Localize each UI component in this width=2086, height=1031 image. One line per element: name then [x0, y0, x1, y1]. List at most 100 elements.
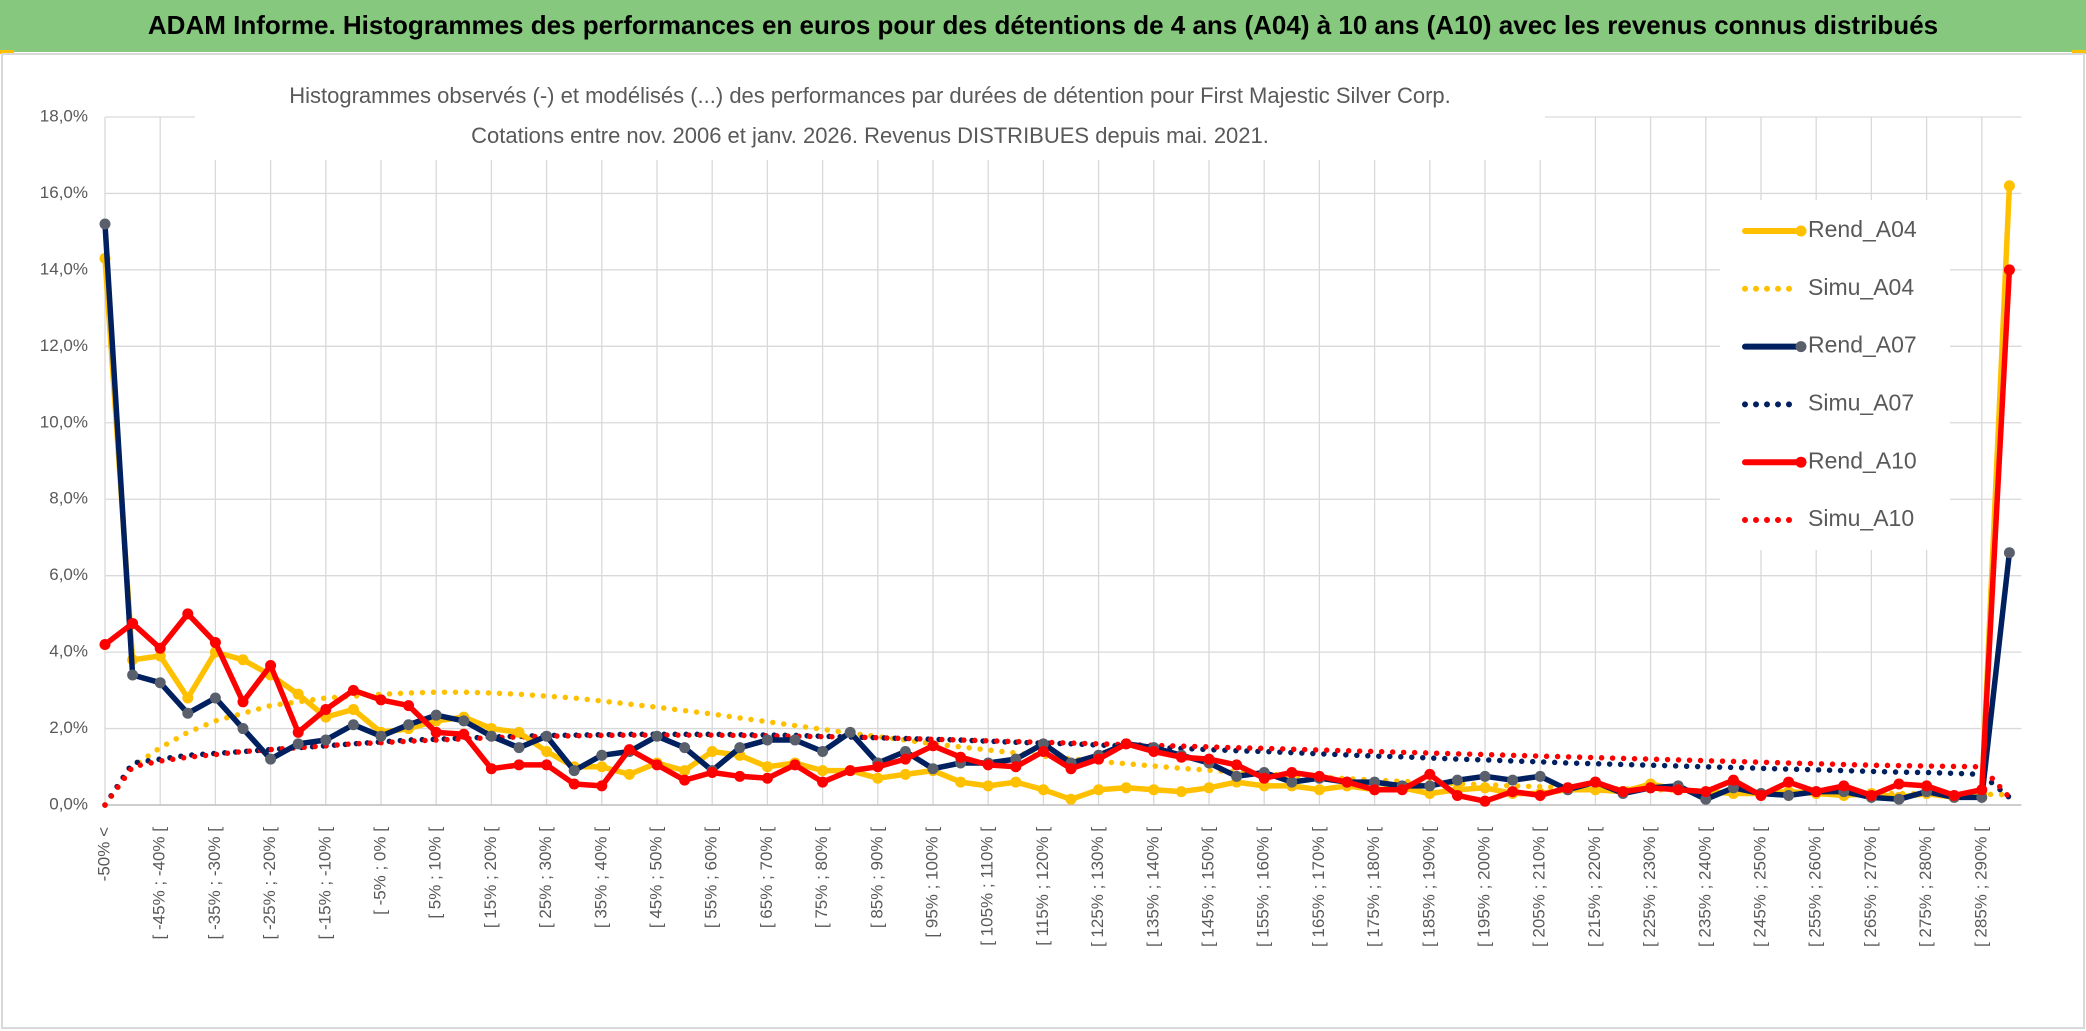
data-point — [1037, 745, 1049, 757]
chart-border — [1, 53, 2085, 1029]
x-tick-label: [ 185% ; 190% [ — [1419, 827, 1438, 947]
subtitle-background — [195, 78, 1545, 160]
x-tick-label: [ 95% ; 100% [ — [922, 827, 941, 938]
data-point — [1893, 793, 1905, 805]
data-point — [1783, 789, 1795, 801]
data-point — [375, 730, 387, 742]
data-point — [1700, 786, 1712, 798]
data-point — [1507, 786, 1519, 798]
x-tick-label: [ 115% ; 120% [ — [1033, 827, 1052, 946]
data-point — [596, 761, 608, 773]
data-point — [872, 772, 884, 784]
data-point — [292, 688, 304, 700]
data-point — [485, 730, 497, 742]
data-point — [761, 772, 773, 784]
data-point — [1148, 784, 1160, 796]
data-point — [1948, 789, 1960, 801]
x-tick-label: [ 215% ; 220% [ — [1585, 827, 1604, 947]
x-tick-label: [ 165% ; 170% [ — [1309, 827, 1328, 947]
data-point — [1010, 761, 1022, 773]
data-point — [1093, 753, 1105, 765]
data-point — [1755, 789, 1767, 801]
y-tick-label: 12,0% — [40, 336, 88, 355]
data-point — [1976, 784, 1988, 796]
data-point — [1120, 738, 1132, 750]
data-point — [1700, 793, 1712, 805]
data-point — [1562, 782, 1574, 794]
data-point — [1341, 776, 1353, 788]
legend-marker — [1795, 456, 1807, 468]
data-point — [651, 730, 663, 742]
data-point — [209, 692, 221, 704]
x-tick-label: [ 255% ; 260% [ — [1806, 827, 1825, 947]
legend-label: Simu_A04 — [1808, 274, 1914, 300]
data-point — [817, 765, 829, 777]
data-point — [1783, 776, 1795, 788]
data-point — [182, 608, 194, 620]
data-point — [1286, 776, 1298, 788]
x-tick-label: [ 145% ; 150% [ — [1198, 827, 1217, 947]
data-point — [1921, 780, 1933, 792]
data-point — [1976, 791, 1988, 803]
data-point — [1838, 780, 1850, 792]
data-point — [761, 761, 773, 773]
data-point — [1010, 753, 1022, 765]
data-point — [1451, 789, 1463, 801]
data-point — [265, 753, 277, 765]
chart-subtitle: Histogrammes observés (-) et modélisés (… — [289, 83, 1451, 108]
data-point — [485, 763, 497, 775]
y-tick-label: 6,0% — [49, 565, 88, 584]
data-point — [1369, 776, 1381, 788]
data-point — [1589, 776, 1601, 788]
data-point — [1120, 782, 1132, 794]
x-tick-label: -50% < — [94, 827, 113, 881]
data-point — [1313, 784, 1325, 796]
series-line — [102, 267, 2013, 804]
y-tick-label: 8,0% — [49, 489, 88, 508]
data-point — [154, 650, 166, 662]
data-point — [789, 734, 801, 746]
data-point — [1396, 784, 1408, 796]
data-point — [237, 654, 249, 666]
y-tick-label: 14,0% — [40, 259, 88, 278]
y-tick-label: 18,0% — [40, 106, 88, 125]
data-point — [1479, 782, 1491, 794]
data-point — [2003, 547, 2015, 559]
x-tick-label: [ -5% ; 0% [ — [370, 827, 389, 915]
data-point — [1810, 786, 1822, 798]
data-point — [734, 770, 746, 782]
x-tick-label: [ 125% ; 130% [ — [1088, 827, 1107, 947]
data-point — [541, 759, 553, 771]
x-tick-label: [ 205% ; 210% [ — [1530, 827, 1549, 947]
data-point — [844, 726, 856, 738]
data-point — [182, 707, 194, 719]
data-point — [513, 742, 525, 754]
x-tick-label: [ -35% ; -30% [ — [205, 827, 224, 940]
data-point — [927, 763, 939, 775]
data-point — [1617, 786, 1629, 798]
data-point — [292, 738, 304, 750]
data-point — [1286, 767, 1298, 779]
data-point — [1231, 759, 1243, 771]
data-point — [541, 745, 553, 757]
data-point — [375, 694, 387, 706]
data-point — [1175, 751, 1187, 763]
data-point — [596, 780, 608, 792]
data-point — [403, 700, 415, 712]
data-point — [430, 726, 442, 738]
x-tick-label: [ 85% ; 90% [ — [867, 827, 886, 928]
data-point — [1645, 782, 1657, 794]
data-point — [99, 218, 111, 230]
x-tick-label: [ 175% ; 180% [ — [1364, 827, 1383, 947]
legend-label: Rend_A07 — [1808, 332, 1917, 358]
data-point — [1203, 753, 1215, 765]
data-point — [817, 745, 829, 757]
title-bar — [0, 0, 2086, 52]
y-tick-label: 4,0% — [49, 642, 88, 661]
data-point — [706, 767, 718, 779]
data-point — [209, 637, 221, 649]
data-point — [1093, 784, 1105, 796]
data-point — [99, 638, 111, 650]
data-point — [1369, 784, 1381, 796]
data-point — [1065, 793, 1077, 805]
